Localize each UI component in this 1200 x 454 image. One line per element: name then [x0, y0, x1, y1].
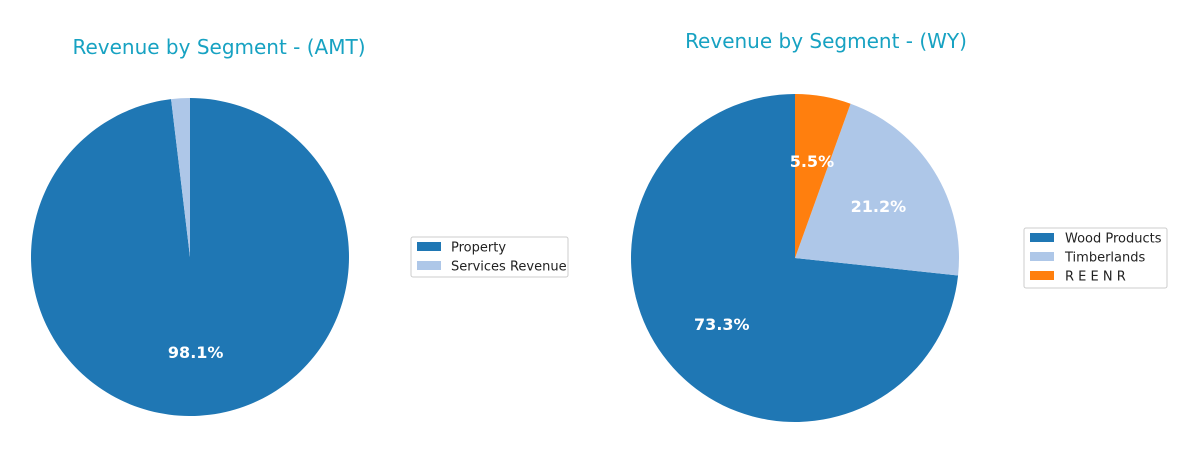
pie-label-property: 98.1% [168, 343, 224, 362]
chart-title-wy: Revenue by Segment - (WY) [685, 29, 967, 53]
legend-label-reenr: R E E N R [1065, 270, 1126, 285]
pie-slice-timberlands [795, 103, 959, 276]
legend-swatch-reenr [1030, 271, 1054, 280]
legend-label-timberlands: Timberlands [1064, 251, 1145, 266]
legend-amt: Property Services Revenue [410, 236, 569, 278]
legend-swatch-property [417, 242, 441, 251]
pie-label-r-e-e-n-r: 5.5% [790, 152, 834, 171]
legend-wy: Wood Products Timberlands R E E N R [1023, 227, 1168, 289]
pie-slice-r-e-e-n-r [795, 94, 851, 258]
chart-title-amt: Revenue by Segment - (AMT) [72, 35, 365, 59]
legend-frame-wy [1023, 227, 1168, 289]
legend-swatch-services-revenue [417, 261, 441, 270]
legend-frame-amt [410, 236, 569, 278]
legend-label-services-revenue: Services Revenue [451, 260, 567, 275]
pie-slice-property [30, 98, 349, 416]
pie-wy: 73.3% 21.2% 5.5% [631, 94, 959, 423]
legend-label-property: Property [451, 241, 506, 256]
pie-slice-wood-products [631, 94, 959, 423]
legend-label-wood-products: Wood Products [1065, 232, 1162, 247]
legend-swatch-timberlands [1030, 252, 1054, 261]
chart-amt: Revenue by Segment - (AMT) 98.1% Propert… [30, 35, 569, 416]
chart-wy: Revenue by Segment - (WY) 73.3% 21.2% 5.5%… [631, 29, 1168, 423]
pie-slice-services-revenue [171, 98, 190, 257]
pie-amt: 98.1% [30, 98, 349, 416]
pie-label-timberlands: 21.2% [851, 197, 907, 216]
pie-label-wood-products: 73.3% [694, 315, 750, 334]
legend-swatch-wood-products [1030, 233, 1054, 242]
